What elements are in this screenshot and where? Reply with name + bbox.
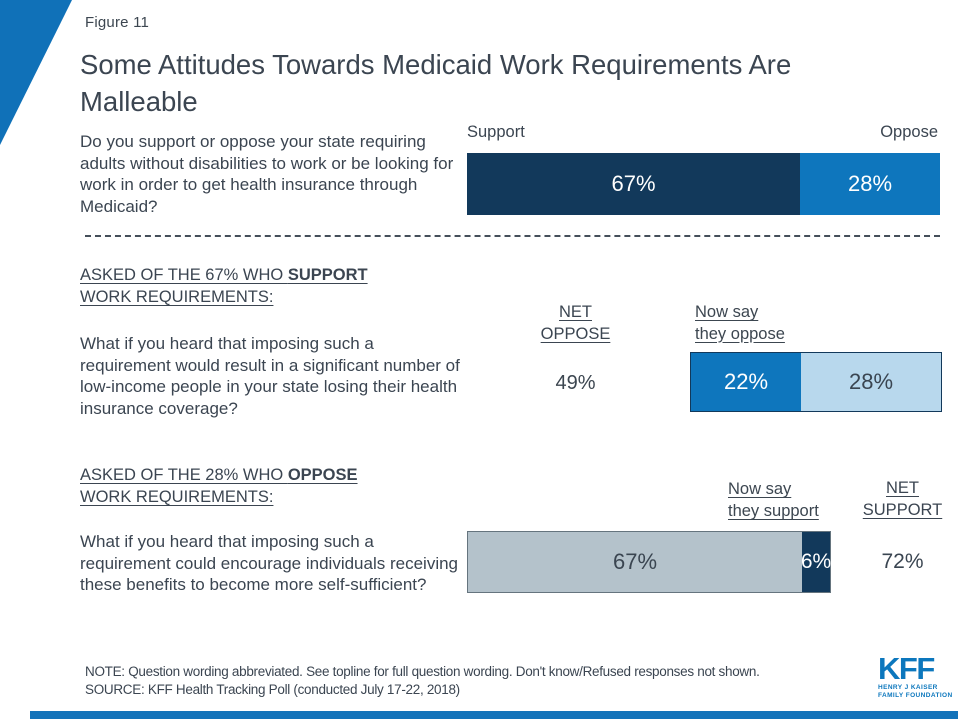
note-text: NOTE: Question wording abbreviated. See … xyxy=(85,664,760,679)
question-2-text: What if you heard that imposing such a r… xyxy=(80,334,460,418)
kff-logo: KFF HENRY J KAISER FAMILY FOUNDATION xyxy=(878,651,953,700)
oppose-axis-label: Oppose xyxy=(880,123,938,141)
bottom-accent-strip xyxy=(30,711,958,719)
figure-label: Figure 11 xyxy=(85,14,150,31)
source-text: SOURCE: KFF Health Tracking Poll (conduc… xyxy=(85,682,460,697)
header-line2: WORK REQUIREMENTS: xyxy=(80,488,274,506)
header-line2: WORK REQUIREMENTS: xyxy=(80,288,274,306)
originally-oppose-segment: 28% xyxy=(801,353,941,411)
support-axis-label: Support xyxy=(467,123,525,141)
net-oppose-line2: OPPOSE xyxy=(540,324,611,343)
net-support-value: 72% xyxy=(881,550,924,573)
oppose-segment: 28% xyxy=(800,153,940,215)
now-support-bar: 67% 6% xyxy=(467,531,831,593)
net-support-label: NET SUPPORT xyxy=(855,478,950,521)
net-oppose-label: NET OPPOSE xyxy=(528,302,623,345)
question-1-text: Do you support or oppose your state requ… xyxy=(80,132,454,216)
now-say-they-support-label: Now say they support xyxy=(728,478,868,522)
support-oppose-bar: 67% 28% xyxy=(467,153,940,215)
originally-support-segment: 67% xyxy=(468,532,802,592)
now-say-support-line1: Now say xyxy=(728,480,792,498)
corner-wedge-decoration xyxy=(0,0,72,145)
kff-logo-subline2: FAMILY FOUNDATION xyxy=(878,692,953,699)
page-title-line2: Malleable xyxy=(80,86,198,117)
newly-oppose-segment: 22% xyxy=(691,353,801,411)
net-oppose-value: 49% xyxy=(555,372,596,394)
page-title-line1: Some Attitudes Towards Medicaid Work Req… xyxy=(80,49,792,80)
asked-of-supporters-header: ASKED OF THE 67% WHO SUPPORT WORK REQUIR… xyxy=(80,264,440,308)
net-oppose-line1: NET xyxy=(559,303,592,321)
newly-support-segment: 6% xyxy=(801,532,831,592)
now-say-support-line2: they support xyxy=(728,502,819,520)
net-support-line2: SUPPORT xyxy=(862,500,943,519)
now-oppose-bar: 22% 28% xyxy=(690,352,942,412)
now-say-they-oppose-label: Now say they oppose xyxy=(695,302,835,345)
dashed-divider xyxy=(85,235,940,237)
support-segment: 67% xyxy=(467,153,800,215)
header-bold-word: OPPOSE xyxy=(287,466,358,484)
now-say-oppose-line1: Now say xyxy=(695,303,759,321)
now-say-oppose-line2: they oppose xyxy=(695,324,785,343)
header-prefix: ASKED OF THE 67% WHO xyxy=(80,266,288,284)
net-support-line1: NET xyxy=(886,479,919,497)
kff-logo-text: KFF xyxy=(878,651,935,686)
kff-logo-subline1: HENRY J KAISER xyxy=(878,684,938,691)
header-bold-word: SUPPORT xyxy=(287,266,368,284)
question-3-text: What if you heard that imposing such a r… xyxy=(80,532,459,594)
page-title: Some Attitudes Towards Medicaid Work Req… xyxy=(80,46,920,120)
header-prefix: ASKED OF THE 28% WHO xyxy=(80,466,288,484)
asked-of-opposers-header: ASKED OF THE 28% WHO OPPOSE WORK REQUIRE… xyxy=(80,464,440,508)
